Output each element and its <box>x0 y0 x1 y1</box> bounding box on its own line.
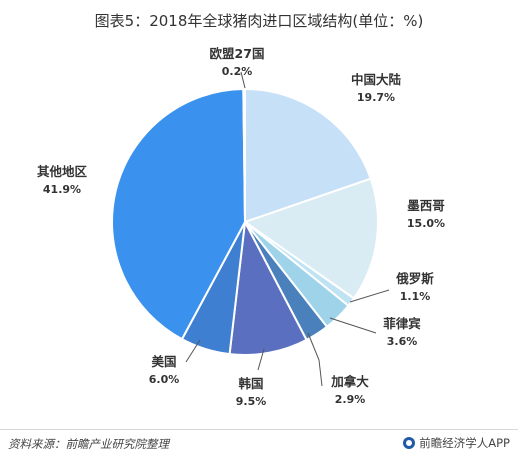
slice-label-value: 15.0% <box>407 217 445 230</box>
pie-slice <box>242 177 380 300</box>
slice-label-name: 其他地区 <box>37 164 88 179</box>
slice-label-value: 6.0% <box>149 373 180 386</box>
leader-line <box>329 317 377 334</box>
slice-label-name: 中国大陆 <box>351 72 402 87</box>
leader-line <box>185 339 201 363</box>
slice-label-value: 2.9% <box>335 393 366 406</box>
slice-label-name: 韩国 <box>238 376 263 391</box>
slice-label-value: 41.9% <box>43 183 81 196</box>
slice-label-value: 0.2% <box>222 65 253 78</box>
brand-logo-icon <box>403 437 416 449</box>
footer: 资料来源：前瞻产业研究院整理 前瞻经济学人APP <box>0 429 518 461</box>
leader-line <box>257 348 265 371</box>
slice-label-name: 俄罗斯 <box>395 271 434 286</box>
slice-label-value: 19.7% <box>357 91 395 104</box>
leader-line <box>307 332 323 387</box>
source-note: 资料来源：前瞻产业研究院整理 <box>8 437 169 451</box>
slice-label-value: 3.6% <box>387 335 418 348</box>
slice-label-name: 欧盟27国 <box>210 46 265 61</box>
slice-label-value: 1.1% <box>400 290 431 303</box>
slice-label-name: 墨西哥 <box>407 198 445 213</box>
leader-line <box>349 289 390 303</box>
pie-slice <box>242 87 246 223</box>
pie-chart: 中国大陆 19.7% 墨西哥 15.0% 俄罗斯 1.1% 菲律宾 3.6% 加拿大 2.9% 韩国… <box>37 46 445 408</box>
pie-slice <box>228 218 308 356</box>
brand-name: 前瞻经济学人APP <box>419 436 510 450</box>
chart-title: 图表5：2018年全球猪肉进口区域结构(单位：%) <box>94 12 424 30</box>
slice-label-name: 美国 <box>151 354 176 369</box>
pie-slice <box>110 87 247 341</box>
brand: 前瞻经济学人APP <box>403 435 510 451</box>
slice-label-value: 9.5% <box>236 395 267 408</box>
slice-label-name: 菲律宾 <box>383 316 421 331</box>
slice-label-name: 加拿大 <box>330 374 369 389</box>
leader-line <box>240 71 246 89</box>
